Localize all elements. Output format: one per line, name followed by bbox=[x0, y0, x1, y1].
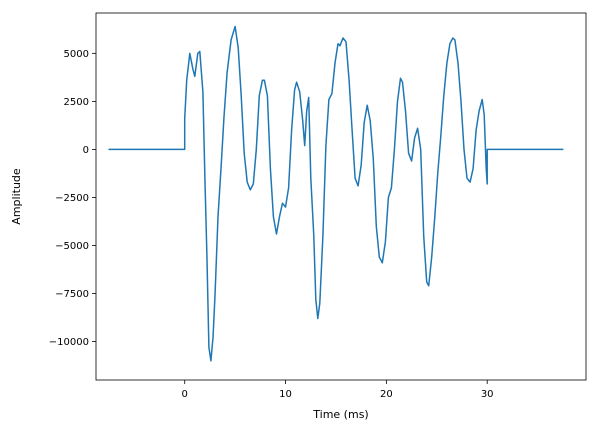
y-axis-label: Amplitude bbox=[10, 168, 23, 225]
x-tick-label: 30 bbox=[481, 389, 494, 400]
x-axis-label: Time (ms) bbox=[312, 408, 368, 421]
x-tick-label: 10 bbox=[279, 389, 292, 400]
x-tick-label: 20 bbox=[380, 389, 393, 400]
y-tick-label: −7500 bbox=[55, 289, 89, 300]
x-tick-label: 0 bbox=[182, 389, 188, 400]
y-tick-label: 0 bbox=[83, 145, 89, 156]
y-tick-label: 5000 bbox=[64, 49, 89, 60]
y-tick-label: −2500 bbox=[55, 193, 89, 204]
y-tick-label: −5000 bbox=[55, 241, 89, 252]
series-line bbox=[108, 25, 564, 362]
plot-area bbox=[95, 12, 587, 381]
y-tick-label: 2500 bbox=[64, 97, 89, 108]
y-tick-label: −10000 bbox=[49, 337, 89, 348]
x-axis-ticks: 0 10 20 30 bbox=[182, 380, 494, 400]
y-axis-ticks: −10000 −7500 −5000 −2500 0 2500 5000 bbox=[49, 49, 96, 348]
